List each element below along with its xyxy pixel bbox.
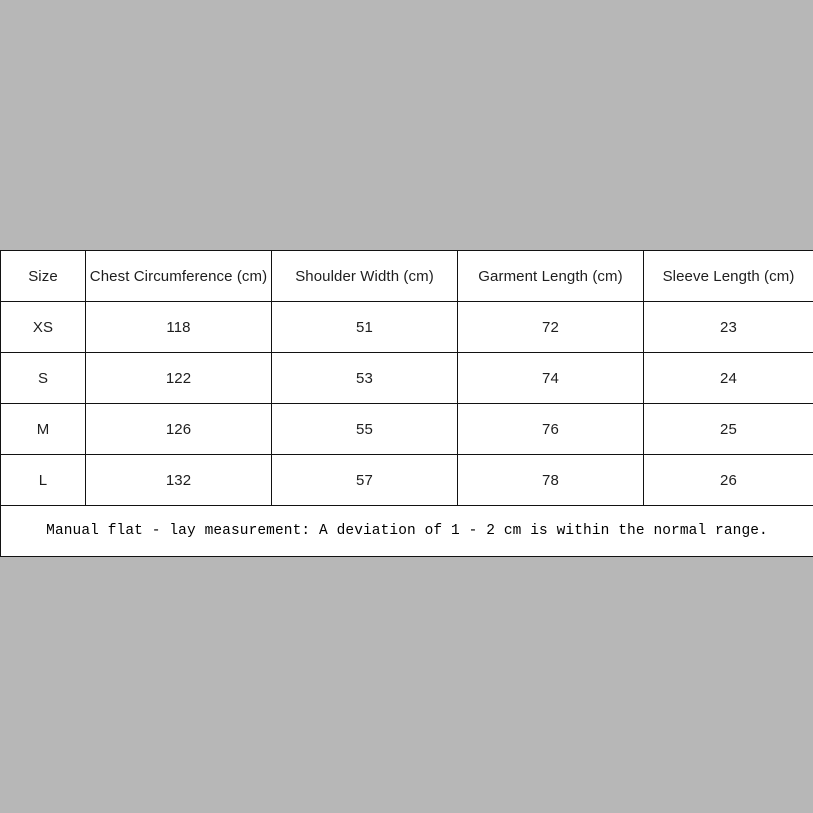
cell-size: S [0, 352, 86, 404]
cell-size: M [0, 403, 86, 455]
cell-sleeve: 24 [643, 352, 813, 404]
cell-chest: 126 [85, 403, 272, 455]
note-row: Manual flat - lay measurement: A deviati… [0, 505, 813, 557]
cell-shoulder: 57 [271, 454, 458, 506]
size-chart-panel: Size Chest Circumference (cm) Shoulder W… [0, 250, 813, 557]
header-cell-chest: Chest Circumference (cm) [85, 250, 272, 302]
header-row: Size Chest Circumference (cm) Shoulder W… [0, 250, 813, 302]
cell-shoulder: 55 [271, 403, 458, 455]
cell-sleeve: 26 [643, 454, 813, 506]
header-cell-shoulder: Shoulder Width (cm) [271, 250, 458, 302]
cell-chest: 118 [85, 301, 272, 353]
header-cell-size: Size [0, 250, 86, 302]
cell-sleeve: 23 [643, 301, 813, 353]
cell-size: XS [0, 301, 86, 353]
cell-shoulder: 51 [271, 301, 458, 353]
table-row-s: S 122 53 74 24 [0, 352, 813, 404]
cell-garment: 76 [457, 403, 644, 455]
table-row-l: L 132 57 78 26 [0, 454, 813, 506]
header-cell-garment: Garment Length (cm) [457, 250, 644, 302]
size-chart-table: Size Chest Circumference (cm) Shoulder W… [0, 250, 813, 557]
cell-garment: 74 [457, 352, 644, 404]
cell-chest: 122 [85, 352, 272, 404]
table-row-xs: XS 118 51 72 23 [0, 301, 813, 353]
cell-sleeve: 25 [643, 403, 813, 455]
measurement-note: Manual flat - lay measurement: A deviati… [0, 505, 813, 557]
table-row-m: M 126 55 76 25 [0, 403, 813, 455]
cell-chest: 132 [85, 454, 272, 506]
cell-size: L [0, 454, 86, 506]
cell-garment: 72 [457, 301, 644, 353]
cell-garment: 78 [457, 454, 644, 506]
cell-shoulder: 53 [271, 352, 458, 404]
header-cell-sleeve: Sleeve Length (cm) [643, 250, 813, 302]
